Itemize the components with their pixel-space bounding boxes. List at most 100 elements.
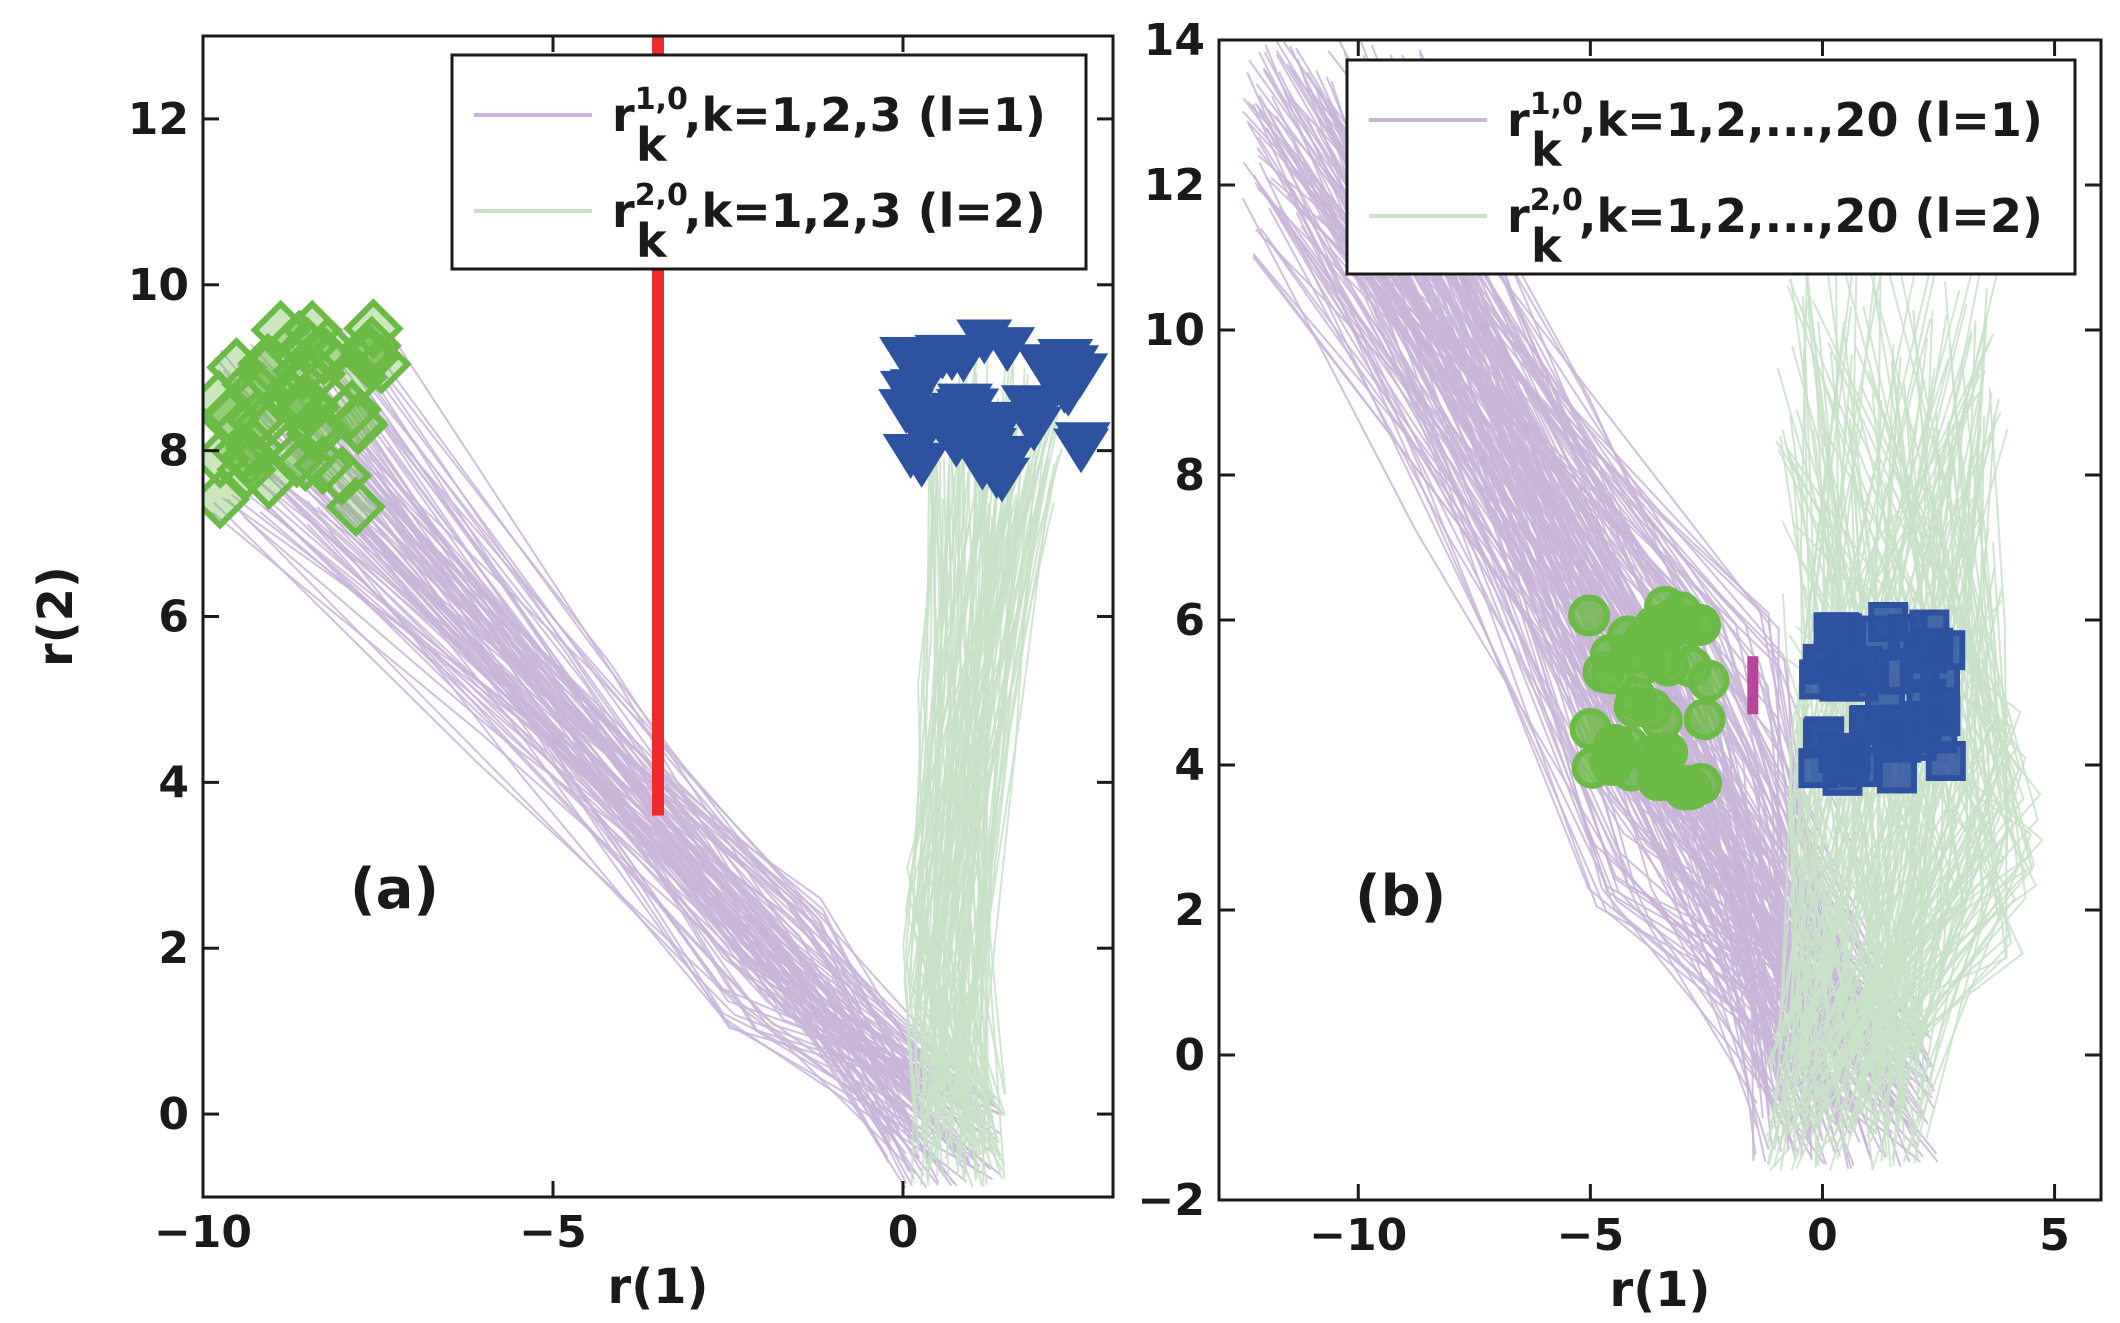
y-axis-label: r(2) bbox=[28, 566, 84, 667]
trajectory-line bbox=[983, 463, 1056, 1179]
trajectory-line bbox=[1895, 252, 2021, 1038]
trajectory-line bbox=[973, 404, 1006, 1096]
trajectory-line bbox=[299, 327, 908, 1112]
marker-cluster-1 bbox=[203, 298, 412, 538]
trajectory-line bbox=[1336, 221, 1824, 1110]
y-tick-label: 0 bbox=[158, 1089, 189, 1140]
trajectory-line bbox=[1304, 113, 1829, 1085]
trajectory-line bbox=[1422, 201, 1786, 1110]
data-marker bbox=[1630, 734, 1673, 777]
data-marker bbox=[979, 327, 1036, 372]
trajectory-line bbox=[1346, 250, 1805, 1025]
legend: r1,0 k,k=1,2,3 (l=1)r2,0 k,k=1,2,3 (l=2) bbox=[450, 53, 1088, 271]
trajectory-line bbox=[244, 392, 908, 1185]
trajectory-line bbox=[983, 481, 997, 1121]
trajectory-line bbox=[316, 364, 997, 1157]
trajectory-line bbox=[924, 425, 940, 1150]
trajectory-line bbox=[1883, 441, 2027, 1067]
legend: r1,0 k,k=1,2,...,20 (l=1)r2,0 k,k=1,2,...,… bbox=[1345, 58, 2077, 276]
panel-a: −10 −5 0 0 2 4 6 8 10 12 r(1) r(2) (a) r1,0 k,k=1,2,3 … bbox=[28, 34, 1115, 1315]
data-marker bbox=[1053, 428, 1110, 474]
trajectory-line bbox=[1319, 199, 1853, 1057]
data-marker bbox=[1920, 696, 1961, 737]
trajectory-line bbox=[354, 362, 956, 1185]
trajectory-line bbox=[1790, 460, 1991, 1116]
trajectory-line bbox=[1769, 432, 1982, 1062]
data-marker bbox=[203, 469, 251, 530]
panel-b: −10 −5 0 5 −2 0 2 4 6 8 10 12 14 r(1) (b) r1,0 k,k=1,2,.… bbox=[1138, 15, 2103, 1318]
trajectory-line bbox=[1781, 593, 1848, 1018]
data-marker bbox=[1029, 362, 1086, 408]
trajectory-line bbox=[932, 427, 1058, 1122]
trajectory-line bbox=[240, 387, 942, 1121]
data-marker bbox=[890, 340, 947, 385]
y-tick-label: 12 bbox=[1144, 160, 1205, 211]
trajectory-line bbox=[1259, 227, 1866, 1079]
trajectory-line bbox=[918, 379, 937, 1111]
trajectory-line bbox=[962, 513, 1012, 1123]
trajectory-line bbox=[953, 385, 994, 1155]
trajectory-line bbox=[1407, 230, 1922, 1102]
trajectory-line bbox=[333, 373, 887, 1135]
data-marker bbox=[887, 395, 944, 441]
data-marker bbox=[225, 390, 286, 451]
marker-cluster-1 bbox=[1568, 585, 1730, 811]
data-marker bbox=[1571, 746, 1614, 789]
y-tick-label: 10 bbox=[128, 260, 189, 311]
data-marker bbox=[1589, 633, 1632, 676]
x-tick-label: −5 bbox=[1557, 1210, 1624, 1261]
y-tick-label: 4 bbox=[1174, 740, 1205, 791]
legend-box bbox=[450, 53, 1088, 271]
data-marker bbox=[1838, 661, 1879, 702]
panel-label: (a) bbox=[350, 857, 439, 922]
data-marker bbox=[338, 328, 399, 390]
data-marker bbox=[275, 374, 337, 436]
y-tick-label: 6 bbox=[158, 592, 189, 643]
data-marker bbox=[1568, 594, 1611, 637]
data-marker bbox=[263, 370, 324, 431]
data-marker bbox=[1920, 663, 1961, 704]
y-tick-label: 2 bbox=[158, 923, 189, 974]
legend-entry-2: r2,0 k,k=1,2,...,20 (l=2) bbox=[1507, 183, 2043, 273]
y-tick-label: −2 bbox=[1138, 1175, 1205, 1226]
data-marker bbox=[1648, 607, 1691, 650]
data-marker bbox=[981, 435, 1038, 481]
trajectory-line bbox=[1270, 177, 1813, 1161]
plot-area bbox=[1241, 40, 2044, 1172]
trajectory-line bbox=[210, 449, 931, 1136]
y-tick-label: 8 bbox=[1174, 450, 1205, 501]
data-marker bbox=[882, 434, 939, 479]
trajectory-line bbox=[906, 359, 1049, 1187]
x-tick-label: −5 bbox=[519, 1207, 586, 1258]
legend-entry-1: r1,0 k,k=1,2,...,20 (l=1) bbox=[1507, 87, 2043, 177]
trajectory-line bbox=[235, 438, 966, 1086]
data-marker bbox=[936, 383, 993, 429]
x-tick-label: 5 bbox=[2039, 1210, 2070, 1261]
trajectory-line bbox=[216, 369, 965, 1083]
y-tick-label: 8 bbox=[158, 426, 189, 477]
data-marker bbox=[1871, 713, 1912, 754]
y-tick-label: 2 bbox=[1174, 885, 1205, 936]
data-marker bbox=[1868, 601, 1909, 642]
x-axis-label: r(1) bbox=[608, 1259, 709, 1315]
trajectory-line bbox=[280, 491, 890, 1164]
legend-entry-2: r2,0 k,k=1,2,3 (l=2) bbox=[612, 178, 1046, 268]
y-tick-label: 14 bbox=[1144, 15, 1205, 66]
panel-label: (b) bbox=[1355, 864, 1446, 929]
legend-box bbox=[1345, 58, 2077, 276]
y-tick-label: 0 bbox=[1174, 1030, 1205, 1081]
trajectory-line bbox=[1788, 278, 2027, 1109]
trajectory-line bbox=[333, 475, 907, 1155]
y-tick-label: 4 bbox=[158, 757, 189, 808]
x-tick-label: −10 bbox=[1309, 1210, 1407, 1261]
trajectory-line bbox=[332, 442, 910, 1109]
trajectory-line bbox=[903, 469, 993, 1145]
trajectory-line bbox=[213, 501, 901, 1128]
data-marker bbox=[293, 325, 355, 387]
data-marker bbox=[206, 337, 267, 398]
data-marker bbox=[326, 392, 388, 454]
trajectory-line bbox=[1247, 123, 1892, 1041]
series-2-trajectories bbox=[902, 340, 1065, 1188]
trajectory-line bbox=[1252, 103, 1876, 1133]
